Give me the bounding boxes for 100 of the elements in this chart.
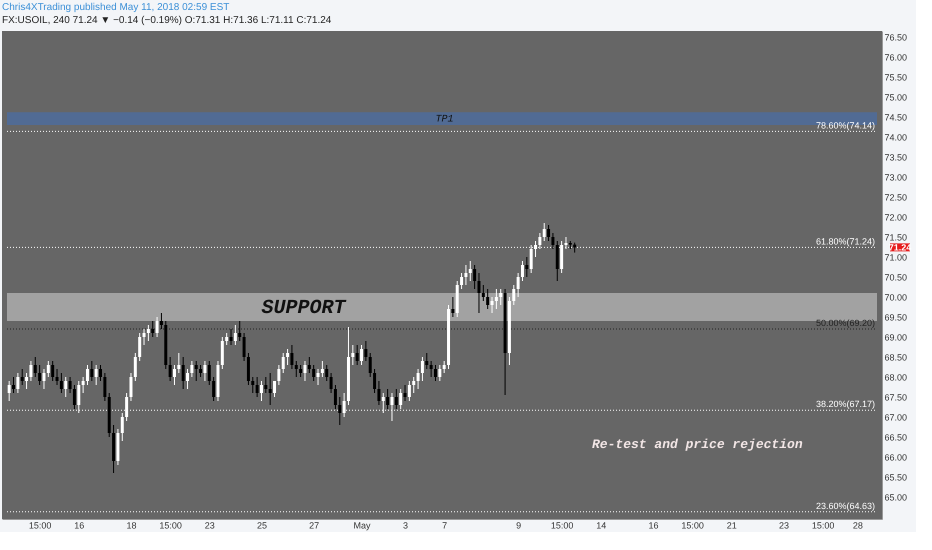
- candlestick: [312, 364, 316, 382]
- x-tick-label: 15:00: [159, 520, 182, 530]
- candlestick: [412, 376, 416, 394]
- y-tick-label: 69.50: [884, 312, 908, 322]
- candlestick: [299, 364, 302, 378]
- x-tick-label: 16: [648, 520, 658, 530]
- candlestick: [420, 356, 424, 382]
- y-tick-label: 73.00: [884, 172, 908, 182]
- candlestick: [334, 384, 337, 410]
- candlestick: [20, 368, 24, 386]
- y-tick-label: 76.50: [884, 32, 908, 42]
- y-tick-label: 71.00: [884, 252, 908, 262]
- candlestick: [356, 344, 359, 366]
- candlestick: [160, 312, 163, 330]
- candlestick: [442, 360, 446, 374]
- y-tick-label: 65.50: [884, 472, 908, 482]
- candlestick: [46, 360, 50, 378]
- x-tick-label: 23: [204, 520, 215, 530]
- candlestick: [190, 360, 194, 378]
- candlestick: [16, 372, 20, 394]
- candlestick: [246, 352, 250, 386]
- candlestick: [60, 372, 63, 394]
- candlestick: [556, 240, 559, 282]
- candlestick: [320, 360, 324, 378]
- candlestick: [103, 372, 106, 402]
- candlestick: [360, 344, 364, 366]
- candlestick: [303, 360, 306, 382]
- candlestick: [408, 380, 411, 402]
- chart-title: Chris4XTrading published May 11, 2018 02:59 EST: [2, 2, 230, 13]
- candlestick: [86, 364, 89, 386]
- candlestick: [477, 272, 480, 314]
- candlestick: [286, 348, 290, 366]
- y-tick-label: 69.00: [884, 332, 908, 342]
- candlestick: [404, 384, 407, 402]
- candlestick: [512, 284, 516, 306]
- y-tick-label: 65.00: [884, 492, 908, 502]
- candlestick: [208, 360, 211, 386]
- candlestick: [56, 368, 59, 386]
- y-tick-label: 76.00: [884, 52, 908, 62]
- candlestick: [138, 332, 142, 362]
- candlestick: [260, 380, 263, 402]
- candlestick: [142, 328, 146, 346]
- candlestick: [212, 376, 216, 402]
- candlestick: [8, 380, 11, 402]
- candlestick: [542, 222, 546, 242]
- candlestick: [25, 372, 28, 390]
- x-tick-label: 15:00: [550, 520, 574, 530]
- ref-line-label: 50.00%(69.20): [816, 318, 875, 328]
- candlestick: [12, 376, 16, 394]
- candlestick: [308, 356, 311, 374]
- y-tick-label: 67.00: [884, 412, 908, 422]
- y-tick-label: 66.50: [884, 432, 908, 442]
- candlestick: [425, 352, 428, 370]
- candlestick: [486, 288, 490, 310]
- x-tick-label: 7: [442, 520, 448, 530]
- candlestick: [182, 356, 185, 390]
- candlestick: [573, 242, 576, 254]
- candlestick: [551, 232, 554, 250]
- candlestick: [134, 352, 137, 382]
- y-tick-label: 71.50: [884, 232, 908, 242]
- candlestick: [151, 320, 154, 338]
- candlestick: [290, 344, 294, 370]
- candlestick: [34, 356, 37, 378]
- candlestick: [72, 384, 76, 410]
- ref-line-label: 23.60%(64.63): [816, 500, 875, 511]
- candlestick: [264, 376, 268, 394]
- candlestick: [330, 372, 333, 394]
- candlestick: [225, 332, 228, 346]
- ref-line-label: 78.60%(74.14): [816, 120, 875, 130]
- candlestick: [42, 368, 46, 390]
- candlestick: [525, 256, 528, 278]
- candlestick: [156, 316, 159, 338]
- candlestick: [194, 360, 198, 382]
- ref-line-label: 61.80%(71.24): [816, 236, 875, 246]
- candlestick: [277, 364, 280, 386]
- chart-subtitle: FX:USOIL, 240 71.24 ▼ −0.14 (−0.19%) O:71.31 H:71.36 L:71.11 C:71.24: [2, 15, 332, 26]
- y-tick-label: 74.50: [884, 112, 908, 122]
- x-tick-label: 15:00: [812, 520, 834, 530]
- candlestick: [129, 372, 132, 402]
- candlestick: [294, 360, 298, 378]
- ref-line-label: 38.20%(67.17): [816, 399, 875, 410]
- band-label: SUPPORT: [261, 297, 346, 320]
- candlestick: [377, 380, 380, 406]
- candlestick: [186, 368, 190, 390]
- y-tick-label: 68.00: [884, 372, 908, 382]
- candlestick: [451, 296, 454, 318]
- candlestick: [338, 396, 342, 426]
- candlestick: [234, 324, 237, 346]
- candlestick: [316, 368, 320, 386]
- candlestick: [547, 224, 550, 242]
- candlestick: [146, 324, 150, 342]
- x-tick-label: May: [354, 520, 372, 530]
- candlestick: [434, 364, 437, 382]
- x-tick-label: 25: [256, 520, 267, 530]
- candlestick: [430, 360, 433, 378]
- candlestick: [29, 360, 32, 382]
- x-tick-label: 28: [852, 520, 863, 530]
- candlestick: [168, 356, 172, 382]
- candlestick: [199, 364, 202, 378]
- candlestick: [51, 360, 54, 382]
